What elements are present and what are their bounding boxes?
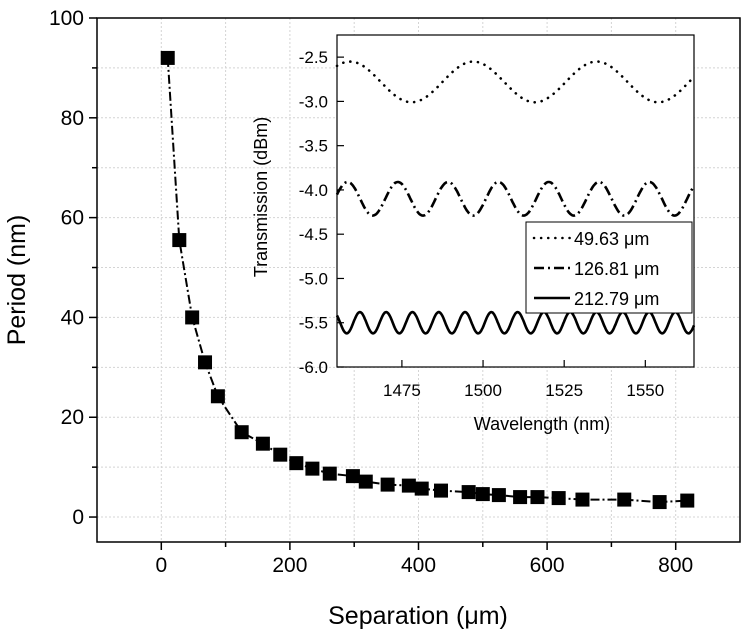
main-y-tick-label: 60 <box>61 207 84 230</box>
legend-label-212-79: 212.79 μm <box>574 289 659 309</box>
legend-label-126-81: 126.81 μm <box>574 259 659 279</box>
main-y-tick-label: 100 <box>49 7 84 30</box>
data-point <box>575 492 590 507</box>
inset-x-tick-label: 1550 <box>626 381 664 400</box>
main-x-tick-label: 600 <box>530 554 565 577</box>
legend-label-49-63: 49.63 μm <box>574 229 649 249</box>
main-y-tick-label: 0 <box>72 506 84 529</box>
inset-y-axis-title: Transmission (dBm) <box>251 117 271 277</box>
data-point <box>255 436 270 451</box>
main-x-tick-label: 400 <box>401 554 436 577</box>
data-point <box>289 456 304 471</box>
main-x-tick-label: 200 <box>272 554 307 577</box>
data-point <box>160 50 175 65</box>
inset-curves <box>335 60 696 335</box>
main-x-ticks: 0 200 400 600 800 <box>155 542 693 577</box>
data-point <box>358 474 373 489</box>
inset-y-tick-label: -6.0 <box>299 358 328 377</box>
main-x-tick-label: 800 <box>658 554 693 577</box>
main-y-tick-label: 40 <box>61 306 84 329</box>
main-y-ticks: 0 20 40 60 80 100 <box>49 7 97 529</box>
data-point <box>491 488 506 503</box>
inset-y-ticks: -2.5 -3.0 -3.5 -4.0 -4.5 -5.0 -5.5 -6.0 <box>299 48 344 377</box>
inset-y-tick-label: -3.5 <box>299 137 328 156</box>
data-point <box>530 490 545 505</box>
data-point <box>475 487 490 502</box>
inset-y-tick-label: -3.0 <box>299 92 328 111</box>
data-point <box>305 461 320 476</box>
main-plot: 0 200 400 600 800 0 20 40 60 80 100 Separation (μ… <box>3 7 741 630</box>
data-point <box>380 477 395 492</box>
data-point <box>434 483 449 498</box>
data-point <box>414 481 429 496</box>
inset-y-tick-label: -5.5 <box>299 314 328 333</box>
data-point <box>210 389 225 404</box>
inset-x-ticks: 1475 1500 1525 1550 <box>383 360 664 400</box>
main-y-axis-title: Period (nm) <box>3 215 31 346</box>
data-point <box>652 495 667 510</box>
main-y-tick-label: 80 <box>61 107 84 130</box>
inset-x-tick-label: 1525 <box>545 381 583 400</box>
inset-x-tick-label: 1500 <box>464 381 502 400</box>
main-x-axis-title: Separation (μm) <box>328 602 508 630</box>
inset-y-tick-label: -4.0 <box>299 181 328 200</box>
data-point <box>513 490 528 505</box>
main-series-markers <box>160 50 695 510</box>
data-point <box>234 425 249 440</box>
main-x-tick-label: 0 <box>155 554 167 577</box>
inset-legend: 49.63 μm 126.81 μm 212.79 μm <box>525 221 693 314</box>
inset-y-tick-label: -5.0 <box>299 269 328 288</box>
inset-curve-dash-dot <box>335 180 696 217</box>
inset-plot-frame <box>336 34 695 368</box>
data-point <box>172 233 187 248</box>
data-point <box>401 478 416 493</box>
inset-y-tick-label: -4.5 <box>299 225 328 244</box>
data-point <box>461 485 476 500</box>
main-y-tick-label: 20 <box>61 406 84 429</box>
data-point <box>345 469 360 484</box>
data-point <box>551 491 566 506</box>
data-point <box>322 466 337 481</box>
inset-x-axis-title: Wavelength (nm) <box>474 414 610 434</box>
inset-curve-dotted <box>335 60 696 104</box>
inset-curve-solid <box>335 310 696 335</box>
data-point <box>185 310 200 325</box>
data-point <box>617 492 632 507</box>
inset-y-tick-label: -2.5 <box>299 48 328 67</box>
data-point <box>273 447 288 462</box>
inset-x-tick-label: 1475 <box>383 381 421 400</box>
data-point <box>198 355 213 370</box>
data-point <box>680 493 695 508</box>
inset-plot: 1475 1500 1525 1550 -2.5 -3.0 -3.5 -4.0 -4.5 -5.… <box>251 34 696 434</box>
